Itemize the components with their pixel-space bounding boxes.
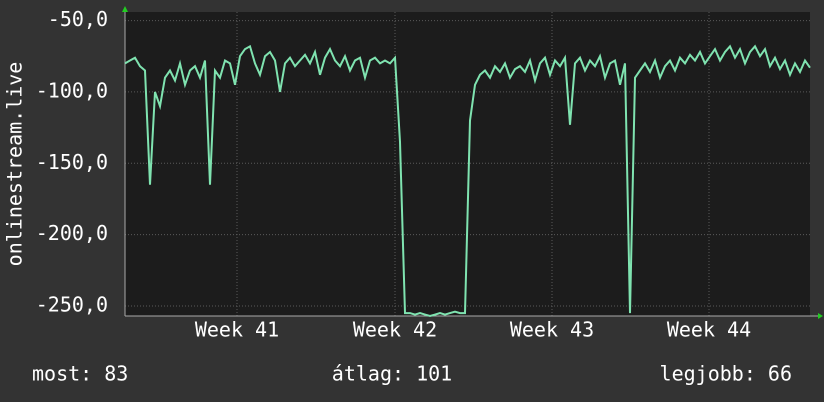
plot-area [125,12,810,316]
x-tick-label: Week 44 [667,318,751,342]
y-axis-label: onlinestream.live [3,62,27,267]
footer-current: most: 83 [32,362,128,386]
y-tick-label: -250,0 [36,293,108,317]
y-arrow [122,6,128,12]
data-line [124,44,811,318]
y-tick-label: -100,0 [36,78,108,102]
y-tick-label: -50,0 [48,7,108,31]
footer-average: átlag: 101 [332,362,452,386]
x-tick-label: Week 43 [510,318,594,342]
footer-best: legjobb: 66 [660,362,792,386]
x-tick-label: Week 42 [353,318,437,342]
y-tick-label: -150,0 [36,150,108,174]
y-tick-label: -200,0 [36,221,108,245]
x-tick-label: Week 41 [195,318,279,342]
x-arrow [818,313,823,319]
